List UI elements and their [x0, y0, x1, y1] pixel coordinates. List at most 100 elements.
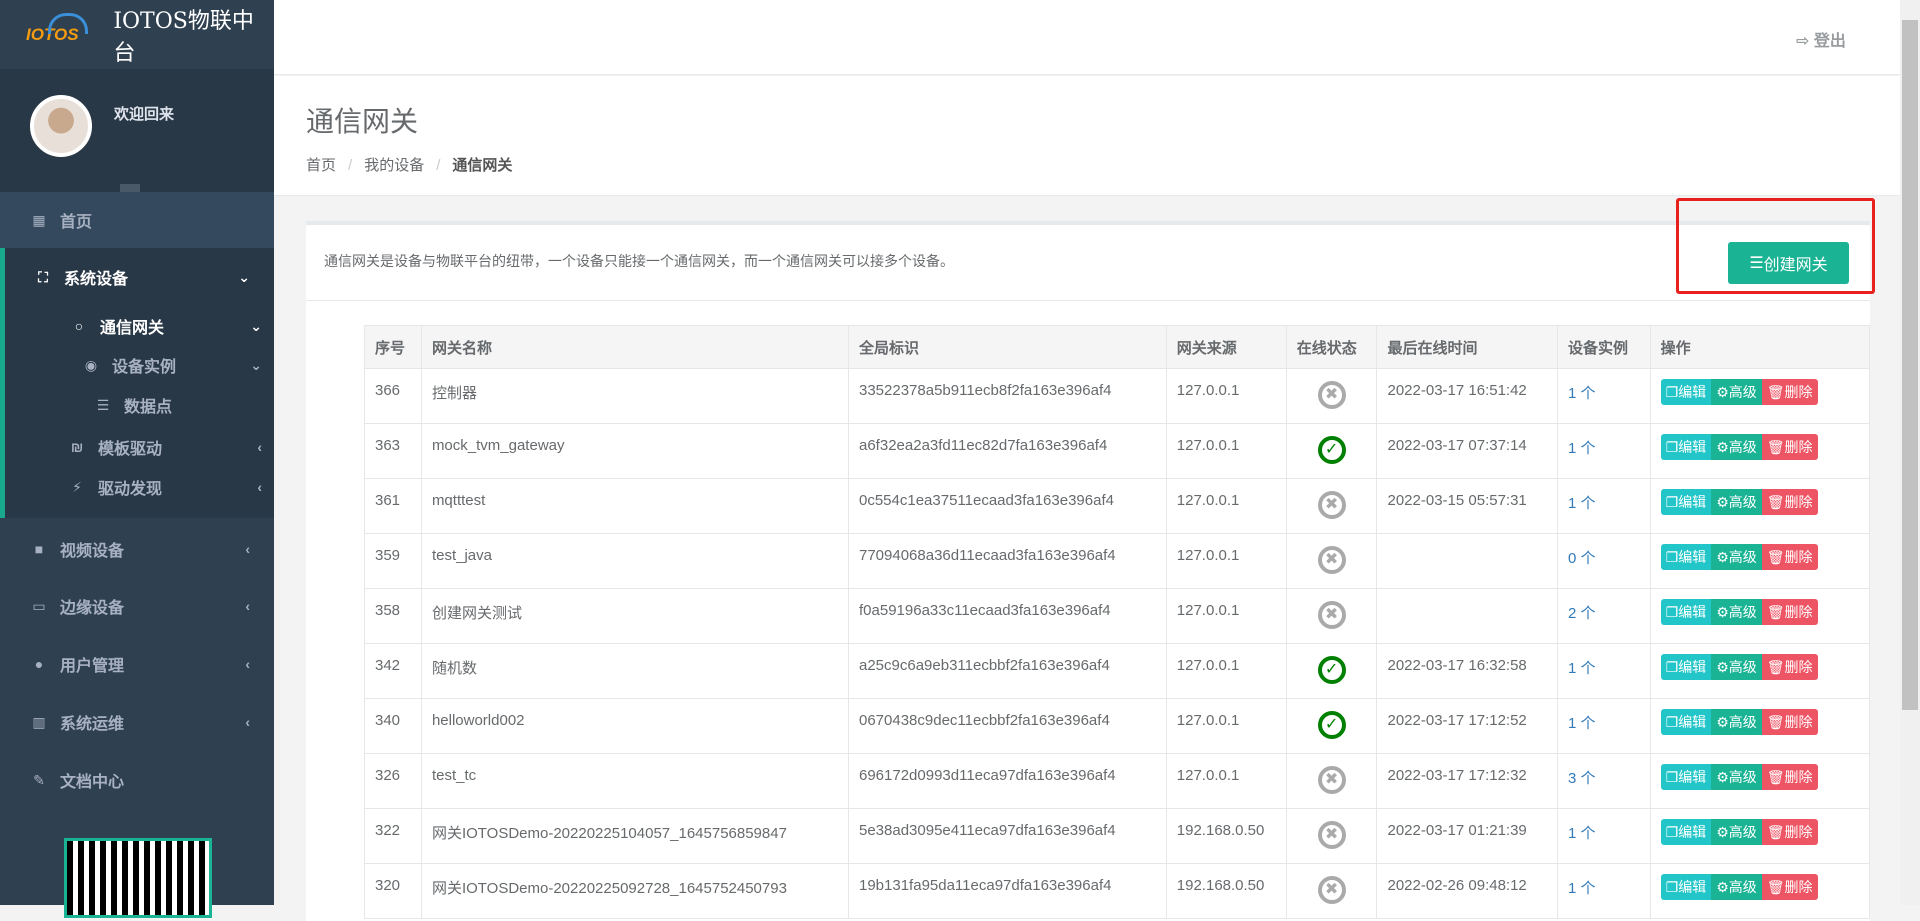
table-row: 322 网关IOTOSDemo-20220225104057_164575685… [364, 808, 1871, 864]
chevron-left-icon: ‹ [245, 541, 250, 557]
device-instance-link[interactable]: 2 个 [1567, 605, 1596, 622]
scrollbar[interactable] [1900, 0, 1920, 905]
device-instance-link[interactable]: 1 个 [1567, 715, 1596, 732]
last-online-time [1376, 533, 1558, 589]
device-instance-link[interactable]: 1 个 [1567, 660, 1596, 677]
edit-button[interactable]: ❐编辑 [1660, 434, 1712, 460]
sidebar-label: 视频设备 [60, 543, 125, 560]
device-instance-link[interactable]: 1 个 [1567, 495, 1596, 512]
sidebar-item-ops[interactable]: ▥ 系统运维 ‹ [0, 707, 274, 737]
gateway-source: 192.168.0.50 [1165, 863, 1287, 919]
device-instance-link[interactable]: 1 个 [1567, 385, 1596, 402]
edit-button[interactable]: ❐编辑 [1660, 489, 1712, 515]
driver-icon: ₪ [70, 439, 84, 455]
device-instance-link[interactable]: 1 个 [1567, 440, 1596, 457]
delete-button[interactable]: 🗑删除 [1761, 654, 1818, 680]
delete-button[interactable]: 🗑删除 [1761, 874, 1818, 900]
advanced-button[interactable]: ⚙高级 [1711, 489, 1762, 515]
gateway-source: 127.0.0.1 [1165, 753, 1287, 809]
sidebar-item-template-driver[interactable]: ₪ 模板驱动 ‹ [0, 432, 274, 462]
advanced-button[interactable]: ⚙高级 [1711, 709, 1762, 735]
copy-icon: ❐ [1665, 494, 1679, 510]
trash-icon: 🗑 [1766, 549, 1785, 565]
column-header: 网关来源 [1165, 325, 1287, 369]
edit-button[interactable]: ❐编辑 [1660, 874, 1712, 900]
delete-button[interactable]: 🗑删除 [1761, 434, 1818, 460]
edit-button[interactable]: ❐编辑 [1660, 819, 1712, 845]
edit-button[interactable]: ❐编辑 [1660, 599, 1712, 625]
gateway-name: 网关IOTOSDemo-20220225092728_1645752450793 [420, 863, 850, 919]
trash-icon: 🗑 [1766, 384, 1785, 400]
device-instance-link[interactable]: 1 个 [1567, 825, 1596, 842]
gears-icon: ⚙ [1716, 439, 1729, 455]
scrollbar-thumb[interactable] [1902, 20, 1918, 710]
sidebar-label: 驱动发现 [98, 481, 163, 498]
breadcrumb-my-devices[interactable]: 我的设备 [364, 157, 425, 174]
advanced-button[interactable]: ⚙高级 [1711, 819, 1762, 845]
device-instance-link[interactable]: 0 个 [1567, 550, 1596, 567]
gateway-name: 随机数 [420, 643, 850, 699]
welcome-text: 欢迎回来 [114, 106, 175, 123]
edit-button[interactable]: ❐编辑 [1660, 764, 1712, 790]
delete-button[interactable]: 🗑删除 [1761, 599, 1818, 625]
online-status: ✓ [1285, 698, 1378, 754]
sidebar-item-system-devices[interactable]: ⛶ 系统设备 ⌄ [0, 262, 274, 292]
delete-button[interactable]: 🗑删除 [1761, 764, 1818, 790]
sidebar-item-home[interactable]: ▦ 首页 [0, 192, 274, 248]
advanced-label: 高级 [1728, 769, 1757, 785]
sidebar-item-driver-discovery[interactable]: ⚡ 驱动发现 ‹ [0, 472, 274, 502]
sidebar-item-edge-devices[interactable]: ▭ 边缘设备 ‹ [0, 591, 274, 621]
sidebar-item-user-management[interactable]: ● 用户管理 ‹ [0, 649, 274, 679]
device-instance-link[interactable]: 3 个 [1567, 770, 1596, 787]
column-header: 网关名称 [420, 325, 850, 369]
create-gateway-button[interactable]: ☰ 创建网关 [1728, 242, 1849, 284]
edit-button[interactable]: ❐编辑 [1660, 544, 1712, 570]
sidebar-item-device-instance[interactable]: ◉ 设备实例 ⌄ [0, 350, 274, 380]
advanced-button[interactable]: ⚙高级 [1711, 764, 1762, 790]
table-row: 363 mock_tvm_gateway a6f32ea2a3fd11ec82d… [364, 423, 1871, 479]
online-check-icon: ✓ [1317, 711, 1346, 739]
delete-button[interactable]: 🗑删除 [1761, 819, 1818, 845]
advanced-button[interactable]: ⚙高级 [1711, 599, 1762, 625]
sidebar-item-data-point[interactable]: ☰ 数据点 [0, 390, 274, 420]
advanced-button[interactable]: ⚙高级 [1711, 544, 1762, 570]
global-id: 696172d0993d11eca97dfa163e396af4 [848, 753, 1167, 809]
avatar[interactable] [30, 95, 92, 157]
advanced-button[interactable]: ⚙高级 [1711, 874, 1762, 900]
delete-button[interactable]: 🗑删除 [1761, 489, 1818, 515]
chevron-left-icon: ‹ [245, 598, 250, 614]
highlight-box [1676, 198, 1875, 294]
delete-button[interactable]: 🗑删除 [1761, 379, 1818, 405]
gateway-name: 控制器 [420, 368, 850, 424]
gateway-name: mock_tvm_gateway [420, 423, 850, 479]
sidebar-item-gateway[interactable]: ○ 通信网关 ⌄ [0, 311, 274, 341]
advanced-button[interactable]: ⚙高级 [1711, 654, 1762, 680]
sidebar-item-docs[interactable]: ✎ 文档中心 [0, 765, 274, 795]
breadcrumb-home[interactable]: 首页 [306, 157, 337, 174]
table-row: 340 helloworld002 0670438c9dec11ecbbf2fa… [364, 698, 1871, 754]
delete-label: 删除 [1784, 769, 1813, 785]
advanced-button[interactable]: ⚙高级 [1711, 434, 1762, 460]
user-profile: 欢迎回来 [0, 69, 274, 204]
edit-button[interactable]: ❐编辑 [1660, 709, 1712, 735]
delete-button[interactable]: 🗑删除 [1761, 709, 1818, 735]
logout-button[interactable]: ⇨ 登出 [1796, 27, 1846, 51]
gears-icon: ⚙ [1716, 769, 1729, 785]
delete-button[interactable]: 🗑删除 [1761, 544, 1818, 570]
row-id: 363 [364, 423, 422, 479]
sidebar-item-video-devices[interactable]: ■ 视频设备 ‹ [0, 534, 274, 564]
device-instance-link[interactable]: 1 个 [1567, 880, 1596, 897]
edit-button[interactable]: ❐编辑 [1660, 654, 1712, 680]
column-header: 全局标识 [848, 325, 1167, 369]
copy-icon: ❐ [1665, 439, 1679, 455]
sitemap-icon: ⛶ [38, 268, 48, 285]
edit-button[interactable]: ❐编辑 [1660, 379, 1712, 405]
sidebar-label: 通信网关 [100, 320, 165, 337]
online-check-icon: ✓ [1317, 436, 1346, 464]
brand[interactable]: IOTOS IOTOS物联中台 [0, 0, 274, 69]
table-row: 361 mqtttest 0c554c1ea37511ecaad3fa163e3… [364, 478, 1871, 534]
gateway-source: 127.0.0.1 [1165, 698, 1287, 754]
advanced-button[interactable]: ⚙高级 [1711, 379, 1762, 405]
breadcrumb-current: 通信网关 [452, 157, 513, 174]
last-online-time: 2022-03-15 05:57:31 [1376, 478, 1558, 534]
